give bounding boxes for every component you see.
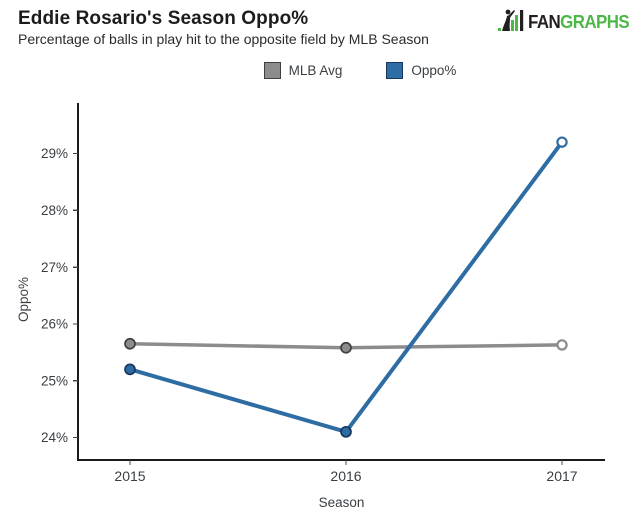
x-tick-label: 2017 [546,468,577,484]
page-title: Eddie Rosario's Season Oppo% [18,8,309,29]
data-point-oppo--2016[interactable] [340,425,352,438]
legend-item-oppo-[interactable]: Oppo% [386,62,456,79]
data-point-oppo--2015[interactable] [124,363,136,376]
y-tick-label: 25% [41,373,68,388]
legend-label: MLB Avg [288,63,343,78]
series-line-oppo- [128,140,564,434]
data-point-mlb-avg-2016[interactable] [340,341,352,354]
chart-legend: MLB Avg Oppo% [40,62,640,79]
fangraphs-logo-text: FANGRAPHS [528,11,631,33]
data-point-mlb-avg-2015[interactable] [124,337,136,350]
y-tick-label: 26% [41,317,68,332]
y-axis-title: Oppo% [16,277,31,322]
x-axis-title: Season [319,495,365,510]
legend-swatch-icon [263,62,281,79]
x-tick-label: 2015 [114,468,145,484]
y-tick-label: 28% [41,203,68,218]
data-point-oppo--2017[interactable] [556,136,568,148]
legend-swatch-icon [386,62,404,79]
logo-text-fan: FAN [528,11,561,32]
x-tick-label: 2016 [330,468,361,484]
y-tick-label: 24% [41,430,68,445]
y-tick-label: 29% [41,146,68,161]
legend-label: Oppo% [411,63,457,78]
data-point-mlb-avg-2017[interactable] [556,339,568,351]
fangraphs-logo[interactable]: FANGRAPHS [498,8,636,37]
logo-text-graphs: GRAPHS [560,11,631,32]
page-subtitle: Percentage of balls in play hit to the o… [18,31,429,47]
y-tick-label: 27% [41,260,68,275]
fangraphs-logo-icon [498,8,525,37]
legend-item-mlb-avg[interactable]: MLB Avg [263,62,343,79]
